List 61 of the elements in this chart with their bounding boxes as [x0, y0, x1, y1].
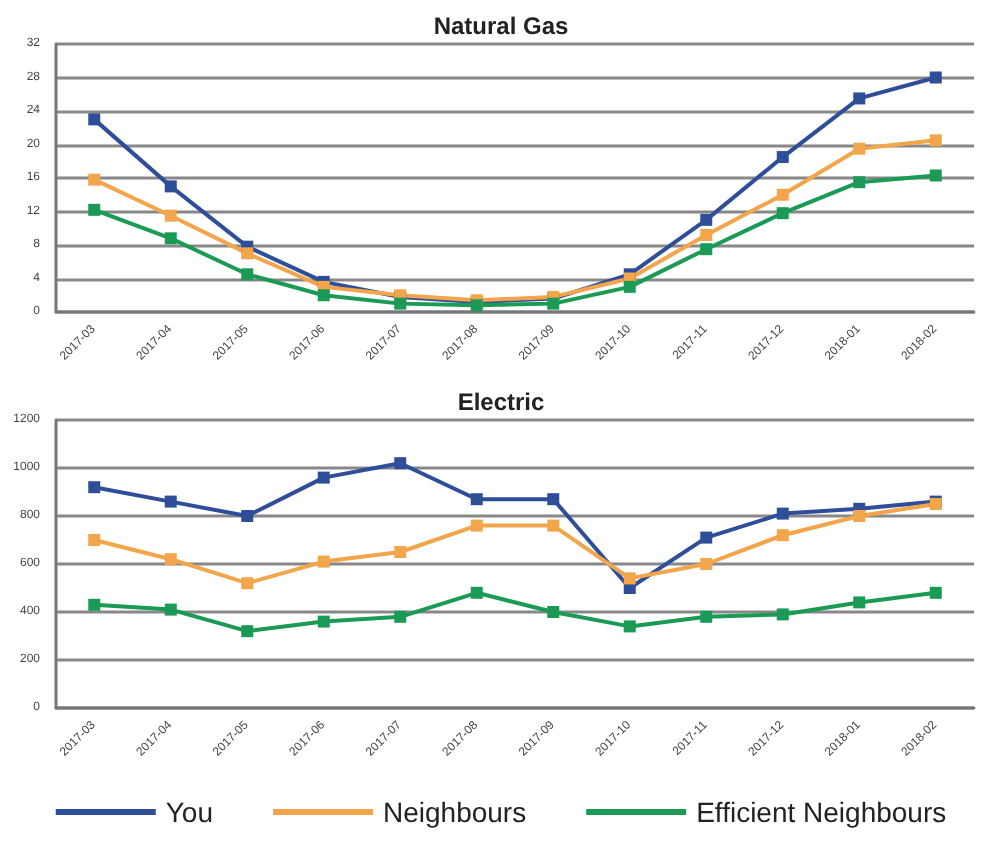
point — [394, 610, 407, 623]
point — [929, 134, 942, 147]
point — [776, 207, 789, 220]
point — [88, 203, 101, 216]
legend-label: Neighbours — [382, 796, 527, 828]
point — [853, 142, 866, 155]
point — [394, 297, 407, 310]
point — [700, 228, 713, 241]
point — [547, 606, 560, 618]
point — [88, 481, 101, 494]
legend-label: Efficient Neighbours — [696, 796, 947, 828]
point — [241, 510, 254, 522]
point — [241, 625, 254, 638]
point — [317, 615, 330, 628]
point — [776, 188, 789, 201]
point — [623, 620, 636, 633]
point — [547, 519, 560, 532]
point — [623, 280, 636, 293]
point — [394, 546, 407, 558]
point — [700, 558, 713, 570]
point — [241, 247, 254, 260]
point — [929, 169, 942, 182]
point — [164, 180, 177, 193]
point — [470, 519, 483, 532]
point — [700, 243, 713, 256]
point — [547, 297, 560, 310]
point — [929, 71, 942, 84]
point — [317, 289, 330, 302]
point — [164, 603, 177, 616]
legend-label: You — [165, 796, 213, 828]
point — [776, 507, 789, 520]
point — [853, 92, 866, 105]
point — [623, 572, 636, 585]
point — [470, 493, 483, 506]
point — [317, 471, 330, 484]
point — [547, 493, 560, 506]
point — [470, 586, 483, 599]
point — [317, 555, 330, 568]
point — [776, 608, 789, 621]
point — [776, 151, 789, 164]
point — [88, 534, 101, 546]
point — [88, 113, 101, 126]
point — [853, 176, 866, 189]
point — [929, 586, 942, 599]
point — [776, 529, 789, 542]
point — [853, 510, 866, 522]
point — [394, 457, 407, 470]
point — [164, 209, 177, 222]
point — [700, 213, 713, 226]
point — [88, 598, 101, 611]
point — [164, 495, 177, 508]
point — [164, 553, 177, 566]
point — [88, 173, 101, 186]
chart-title: Electric — [457, 388, 546, 416]
point — [164, 232, 177, 245]
point — [700, 610, 713, 623]
point — [241, 268, 254, 281]
chart-title: Natural Gas — [433, 12, 570, 40]
point — [853, 596, 866, 609]
point — [700, 531, 713, 544]
point — [241, 577, 254, 590]
